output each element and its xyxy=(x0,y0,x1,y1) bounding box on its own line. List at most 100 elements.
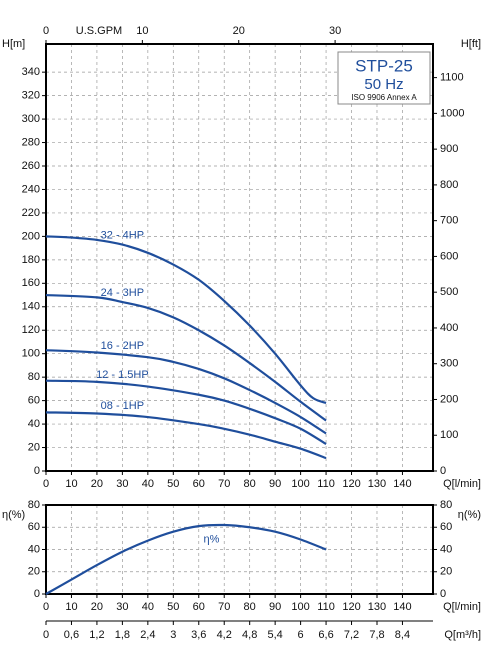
x-tick-label: 110 xyxy=(317,601,335,613)
y-tick-label: 260 xyxy=(22,160,40,172)
y2-tick-label: 300 xyxy=(440,358,458,370)
x-axis-label: Q[l/min] xyxy=(443,601,481,613)
y-tick-label: 280 xyxy=(22,136,40,148)
x3-tick-label: 4,8 xyxy=(242,629,257,641)
x-tick-label: 110 xyxy=(317,478,335,490)
y-tick-label: 20 xyxy=(28,441,40,453)
curve-label: η% xyxy=(204,533,220,545)
x3-tick-label: 6 xyxy=(298,629,304,641)
x3-tick-label: 6,6 xyxy=(318,629,333,641)
y-tick-label: 60 xyxy=(28,395,40,407)
x-tick-label: 100 xyxy=(291,478,309,490)
y-tick-label: 100 xyxy=(22,348,40,360)
y2-tick-label: 60 xyxy=(440,521,452,533)
y-tick-label: 0 xyxy=(34,465,40,477)
y-tick-label: 40 xyxy=(28,543,40,555)
x-tick-label: 50 xyxy=(167,601,179,613)
model-box xyxy=(337,51,431,105)
x-tick-label: 70 xyxy=(218,478,230,490)
y2-tick-label: 900 xyxy=(440,143,458,155)
x2-tick-label: 30 xyxy=(329,25,341,37)
x-tick-label: 10 xyxy=(65,478,77,490)
x3-tick-label: 7,8 xyxy=(369,629,384,641)
frequency: 50 Hz xyxy=(364,76,403,93)
x-axis-label: Q[l/min] xyxy=(443,478,481,490)
y-tick-label: 300 xyxy=(22,113,40,125)
y2-tick-label: 800 xyxy=(440,179,458,191)
x-tick-label: 40 xyxy=(142,478,154,490)
x3-axis-label: Q[m³/h] xyxy=(444,629,481,641)
x-tick-label: 130 xyxy=(368,478,386,490)
x-tick-label: 30 xyxy=(116,601,128,613)
x-tick-label: 20 xyxy=(91,601,103,613)
x-tick-label: 130 xyxy=(368,601,386,613)
x3-tick-label: 8,4 xyxy=(395,629,410,641)
curve-label: 32 - 4HP xyxy=(101,230,144,242)
x-tick-label: 90 xyxy=(269,478,281,490)
y2-tick-label: 700 xyxy=(440,215,458,227)
x-tick-label: 20 xyxy=(91,478,103,490)
y-tick-label: 0 xyxy=(34,588,40,600)
standard: ISO 9906 Annex A xyxy=(351,93,417,102)
x-tick-label: 80 xyxy=(244,601,256,613)
x-tick-label: 140 xyxy=(393,601,411,613)
x-tick-label: 0 xyxy=(43,478,49,490)
y-tick-label: 200 xyxy=(22,230,40,242)
y2-tick-label: 500 xyxy=(440,286,458,298)
pump-curve xyxy=(45,293,327,422)
x-tick-label: 10 xyxy=(65,601,77,613)
y2-tick-label: 400 xyxy=(440,322,458,334)
y-tick-label: 340 xyxy=(22,66,40,78)
y-tick-label: 180 xyxy=(22,254,40,266)
y-tick-label: 140 xyxy=(22,301,40,313)
x-tick-label: 80 xyxy=(244,478,256,490)
y-tick-label: 240 xyxy=(22,183,40,195)
y2-tick-label: 1000 xyxy=(440,107,464,119)
y2-axis-label: η(%) xyxy=(458,509,481,521)
x-tick-label: 60 xyxy=(193,601,205,613)
y2-tick-label: 600 xyxy=(440,250,458,262)
x3-tick-label: 5,4 xyxy=(267,629,282,641)
x3-tick-label: 3,6 xyxy=(191,629,206,641)
y2-tick-label: 0 xyxy=(440,465,446,477)
x2-axis-label: U.S.GPM xyxy=(76,25,122,37)
y-axis-label: H[m] xyxy=(2,38,25,50)
y2-axis-label: H[ft] xyxy=(461,38,481,50)
y-tick-label: 220 xyxy=(22,207,40,219)
x-tick-label: 120 xyxy=(342,478,360,490)
x3-tick-label: 4,2 xyxy=(217,629,232,641)
y-tick-label: 60 xyxy=(28,521,40,533)
curve-label: 24 - 3HP xyxy=(101,287,144,299)
x2-tick-label: 10 xyxy=(136,25,148,37)
x3-tick-label: 0 xyxy=(43,629,49,641)
x3-tick-label: 2,4 xyxy=(140,629,155,641)
pump-curve xyxy=(45,523,327,595)
y2-tick-label: 0 xyxy=(440,588,446,600)
y2-tick-label: 100 xyxy=(440,429,458,441)
x3-tick-label: 1,2 xyxy=(89,629,104,641)
curve-label: 08 - 1HP xyxy=(101,400,144,412)
y-tick-label: 120 xyxy=(22,324,40,336)
y2-tick-label: 80 xyxy=(440,499,452,511)
x-tick-label: 90 xyxy=(269,601,281,613)
y-axis-label: η(%) xyxy=(2,509,25,521)
x3-tick-label: 7,2 xyxy=(344,629,359,641)
pump-curve xyxy=(45,411,327,460)
pump-curve xyxy=(45,379,327,445)
x-tick-label: 0 xyxy=(43,601,49,613)
y2-tick-label: 40 xyxy=(440,543,452,555)
y-tick-label: 160 xyxy=(22,277,40,289)
plot-frame xyxy=(45,43,434,472)
curve-label: 12 - 1.5HP xyxy=(96,369,149,381)
pump-curve xyxy=(45,349,327,435)
x3-tick-label: 0,6 xyxy=(64,629,79,641)
pump-curve xyxy=(45,235,327,405)
curve-label: 16 - 2HP xyxy=(101,340,144,352)
y2-tick-label: 20 xyxy=(440,566,452,578)
y-tick-label: 40 xyxy=(28,418,40,430)
x-tick-label: 70 xyxy=(218,601,230,613)
x-tick-label: 30 xyxy=(116,478,128,490)
x-tick-label: 50 xyxy=(167,478,179,490)
x-tick-label: 140 xyxy=(393,478,411,490)
plot-frame xyxy=(45,504,434,595)
